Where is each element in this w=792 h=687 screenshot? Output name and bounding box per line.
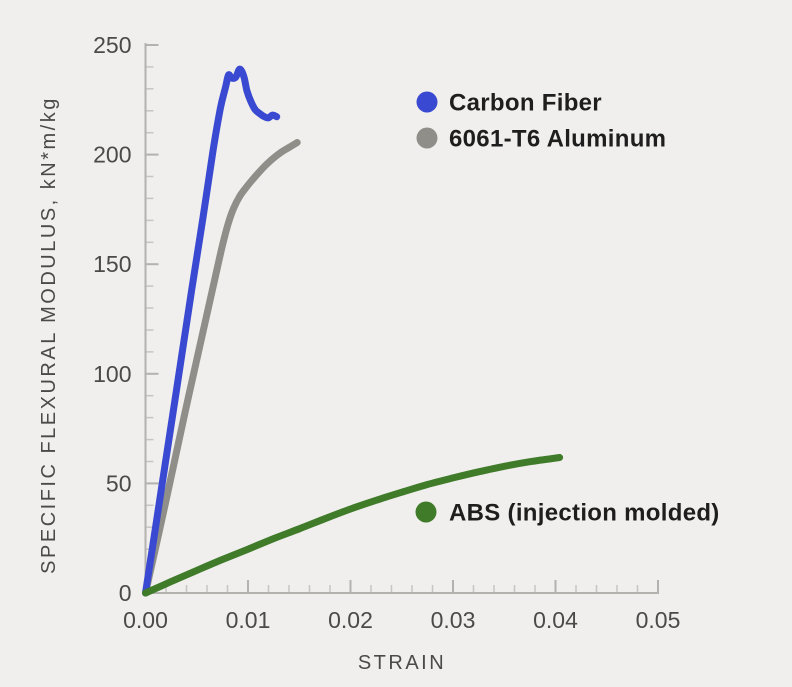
x-tick-label-0-02: 0.02 xyxy=(328,607,373,633)
legend-label-aluminum: 6061-T6 Aluminum xyxy=(449,126,666,153)
legend-item-carbon-fiber: Carbon Fiber xyxy=(416,90,602,117)
series-line-abs-injection-molded xyxy=(142,454,564,597)
y-tick-label-150: 150 xyxy=(93,251,131,277)
legend-dot-carbon-fiber xyxy=(416,91,438,113)
y-tick-label-250: 250 xyxy=(93,32,131,58)
legend-dot-abs xyxy=(415,501,437,523)
x-tick-label-0-03: 0.03 xyxy=(431,607,476,633)
x-tick-label-0-05: 0.05 xyxy=(636,607,681,633)
legend-label-carbon-fiber: Carbon Fiber xyxy=(449,90,602,117)
y-tick-label-50: 50 xyxy=(106,470,132,496)
series-line-6061-t6-aluminum xyxy=(142,139,301,597)
x-tick-label-0-01: 0.01 xyxy=(226,607,271,633)
series-lines xyxy=(142,65,564,597)
x-tick-label-0-00: 0.00 xyxy=(123,607,168,633)
y-axis-title: SPECIFIC FLEXURAL MODULUS, kN*m/kg xyxy=(38,96,60,574)
y-tick-label-0: 0 xyxy=(119,580,132,606)
x-axis-title: STRAIN xyxy=(358,652,446,674)
y-tick-label-200: 200 xyxy=(93,142,131,168)
legend-item-abs: ABS (injection molded) xyxy=(415,500,720,527)
axes-and-ticks: 0.00 0.01 0.02 0.03 0.04 0.05 0 50 100 150 200 250 xyxy=(93,32,680,633)
legend-item-aluminum: 6061-T6 Aluminum xyxy=(416,126,666,153)
legend-dot-aluminum xyxy=(416,127,438,149)
y-tick-label-100: 100 xyxy=(93,361,131,387)
legend-label-abs: ABS (injection molded) xyxy=(449,500,720,527)
series-line-carbon-fiber xyxy=(142,65,281,597)
x-tick-label-0-04: 0.04 xyxy=(533,607,578,633)
